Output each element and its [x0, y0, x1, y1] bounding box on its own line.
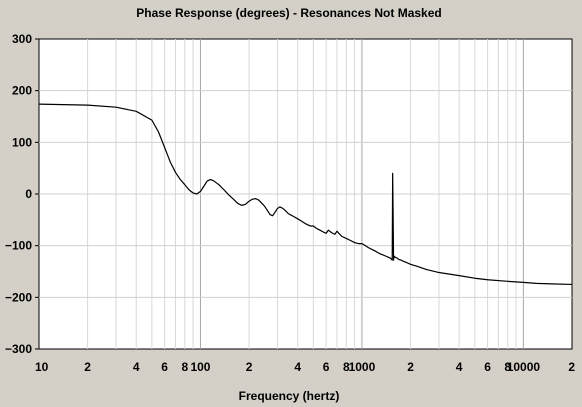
x-tick-label: 6 [323, 360, 330, 374]
x-tick-label: 8 [504, 360, 511, 374]
x-tick-label: 2 [246, 360, 253, 374]
grid-lines [39, 39, 572, 349]
y-tick-label: 100 [12, 135, 32, 149]
y-tick-label: 300 [12, 32, 32, 46]
series-line-0 [38, 103, 573, 286]
x-tick-label: 4 [294, 360, 301, 374]
x-tick-label: 100 [190, 360, 210, 374]
y-tick-label: −300 [5, 342, 32, 356]
x-tick-label: 4 [456, 360, 463, 374]
x-axis-label: Frequency (hertz) [239, 389, 340, 403]
x-tick-label: 2 [568, 360, 575, 374]
y-tick-labels: 300 200 100 0 −100 −200 −300 [5, 32, 39, 356]
x-tick-label: 1000 [349, 360, 376, 374]
x-tick-label: 10000 [507, 360, 541, 374]
x-tick-label: 10 [35, 360, 49, 374]
x-tick-label: 6 [161, 360, 168, 374]
x-tick-label: 6 [484, 360, 491, 374]
x-tick-label: 2 [84, 360, 91, 374]
x-tick-label: 8 [343, 360, 350, 374]
x-tick-label: 8 [181, 360, 188, 374]
series-layer [38, 103, 573, 286]
y-tick-label: 0 [25, 187, 32, 201]
x-tick-label: 2 [407, 360, 414, 374]
x-tick-label: 4 [133, 360, 140, 374]
y-tick-label: 200 [12, 84, 32, 98]
y-tick-label: −100 [5, 239, 32, 253]
y-tick-label: −200 [5, 290, 32, 304]
chart-title: Phase Response (degrees) - Resonances No… [136, 6, 441, 20]
